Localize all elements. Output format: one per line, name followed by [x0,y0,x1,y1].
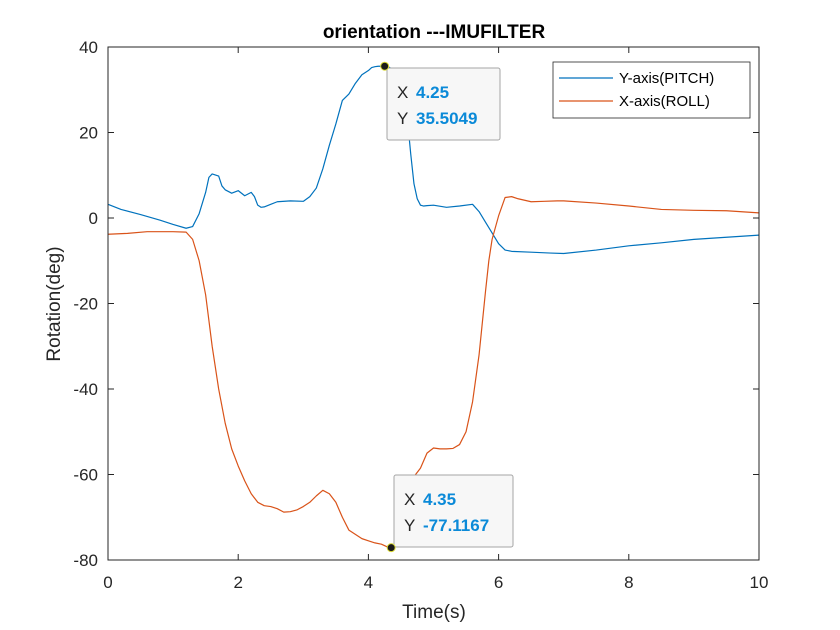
datatip-marker [386,543,396,553]
series-line-2 [107,196,760,549]
y-tick-label: 40 [79,38,98,57]
datatip-x-value: 4.35 [423,490,456,509]
datatip-x-key: X [397,83,408,102]
datatip-y-key: Y [397,109,408,128]
y-tick-label: -40 [73,380,98,399]
x-tick-label: 10 [750,573,769,592]
datatip-2: X 4.35 Y -77.1167 [386,474,514,553]
datatip-box [386,67,501,141]
datatip-y-value: -77.1167 [423,516,489,535]
datatip-box [393,474,514,548]
x-tick-label: 8 [624,573,633,592]
x-tick-label: 2 [233,573,242,592]
chart-title: orientation ---IMUFILTER [323,22,546,43]
y-tick-label: -80 [73,551,98,570]
datatip-y-key: Y [404,516,415,535]
datatip-marker [380,61,390,71]
datatip-x-key: X [404,490,415,509]
x-tick-label: 0 [103,573,112,592]
plot-area: 0 2 4 6 8 10 40 20 0 -20 -40 -60 -80 Y-axis(PITCH) X-a… [73,38,768,592]
x-tick-label: 6 [494,573,503,592]
datatip-y-value: 35.5049 [416,109,477,128]
y-axis-title: Rotation(deg) [44,246,65,361]
legend: Y-axis(PITCH) X-axis(ROLL) [552,61,751,119]
y-tick-label: 20 [79,124,98,143]
series-line-1 [107,65,760,255]
datatip-1: X 4.25 Y 35.5049 [380,61,501,141]
x-axis-title: Time(s) [402,602,466,623]
legend-label-2: X-axis(ROLL) [619,93,710,110]
legend-box [552,61,751,119]
legend-label-1: Y-axis(PITCH) [619,70,714,87]
y-tick-label: -60 [73,466,98,485]
y-tick-label: -20 [73,295,98,314]
x-tick-label: 4 [364,573,373,592]
y-tick-label: 0 [89,209,98,228]
datatip-x-value: 4.25 [416,83,449,102]
